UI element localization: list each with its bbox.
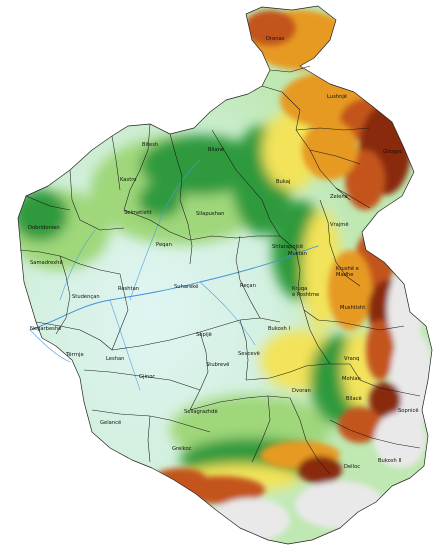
- elevation-mountain-29: [338, 407, 382, 443]
- label-bukosh-i: Bukosh I: [268, 326, 290, 332]
- label-sopnice: Sopnicë: [398, 408, 419, 414]
- label-gjinoc: Gjinoc: [139, 374, 155, 380]
- label-zelene: Zelenë: [330, 194, 348, 200]
- elevation-forest-4: [138, 182, 182, 218]
- elevation-mountain-20: [345, 150, 385, 210]
- elevation-mountain-36: [154, 468, 206, 488]
- label-bukaj: Bukaj: [276, 179, 290, 185]
- label-bllace: Bllacë: [346, 396, 362, 402]
- elevation-forest-3: [140, 135, 260, 195]
- label-negarbeshe: Negarbeshë: [30, 326, 61, 332]
- label-reshtan: Reshtan: [118, 286, 139, 292]
- elevation-upland-7: [262, 110, 322, 190]
- label-vrajme: Vrajmë: [330, 222, 349, 228]
- elevation-snow-34: [210, 498, 290, 542]
- label-sopije: Sopijë: [196, 332, 212, 338]
- label-mohlan: Mohlan: [342, 376, 361, 382]
- label-mustan: Mustan: [288, 251, 307, 257]
- label-krushe-madhe-2: Madhe: [336, 272, 353, 278]
- label-sllapushan: Sllapushan: [196, 211, 224, 217]
- label-terrnje: Tërrnje: [65, 352, 84, 358]
- elevation-snow-30: [374, 412, 426, 468]
- elevation-mountain-16: [244, 10, 296, 46]
- label-e-poshtme: e Poshtme: [292, 292, 319, 298]
- river-branch-nw: [59, 229, 96, 301]
- label-lushnje: Lushnjë: [327, 94, 347, 100]
- label-samadrexhe: Samadrexhë: [30, 260, 63, 266]
- label-recan: Reçan: [240, 283, 256, 289]
- label-krushe-madhe-1: Krushë e: [336, 266, 359, 272]
- elevation-highland-23: [328, 250, 372, 330]
- place-labels: Drenas Lushnjë Gllogoc Bitesh Kastro Bil…: [28, 36, 419, 470]
- label-dvoran: Dvoran: [292, 388, 311, 394]
- label-drenas: Drenas: [266, 36, 285, 42]
- river-branch-south: [109, 299, 141, 391]
- label-bitesh: Bitesh: [142, 142, 158, 148]
- label-gllogoc: Gllogoc: [383, 149, 403, 155]
- label-peqan: Peqan: [156, 242, 172, 248]
- municipal-boundaries: [19, 65, 421, 475]
- label-sevceve: Sevcevë: [238, 351, 260, 357]
- label-kastro: Kastro: [120, 177, 136, 183]
- label-studencan: Studençan: [72, 294, 100, 300]
- label-delloc: Delloc: [344, 464, 360, 470]
- label-suhareke: Suharekë: [174, 284, 198, 290]
- label-leshan: Leshan: [106, 356, 124, 362]
- label-dobridonien: Dobridonien: [28, 225, 60, 231]
- label-sellagrazhde: Sellagrazhdë: [184, 409, 218, 415]
- river-branch-east: [199, 281, 256, 346]
- label-bilane: Bilané: [208, 146, 224, 153]
- label-mushtisht: Mushtisht: [340, 305, 365, 311]
- label-kruqa: Kruqa: [292, 286, 307, 292]
- label-vranq: Vranq: [344, 356, 359, 362]
- rivers: [29, 159, 319, 391]
- elevation-highland-21: [302, 120, 358, 180]
- river-branch-west: [29, 329, 71, 363]
- elevation-peak-33: [298, 456, 342, 484]
- elevation-forest-1: [18, 189, 68, 241]
- elevation-mountain-26: [366, 320, 394, 380]
- label-bukosh-ii: Bukosh II: [378, 458, 402, 464]
- elevation-snow-35: [295, 481, 385, 529]
- label-greikoc: Greikoc: [172, 446, 192, 452]
- label-stubreve: Stubrevë: [206, 362, 229, 368]
- label-shtarapojce: Shtarapojcë: [272, 244, 303, 250]
- label-gelance: Gelancë: [100, 420, 121, 426]
- elevation-peak-28: [369, 382, 401, 418]
- river-branch-north: [129, 159, 201, 301]
- label-selmetisht: Selmetisht: [124, 210, 152, 216]
